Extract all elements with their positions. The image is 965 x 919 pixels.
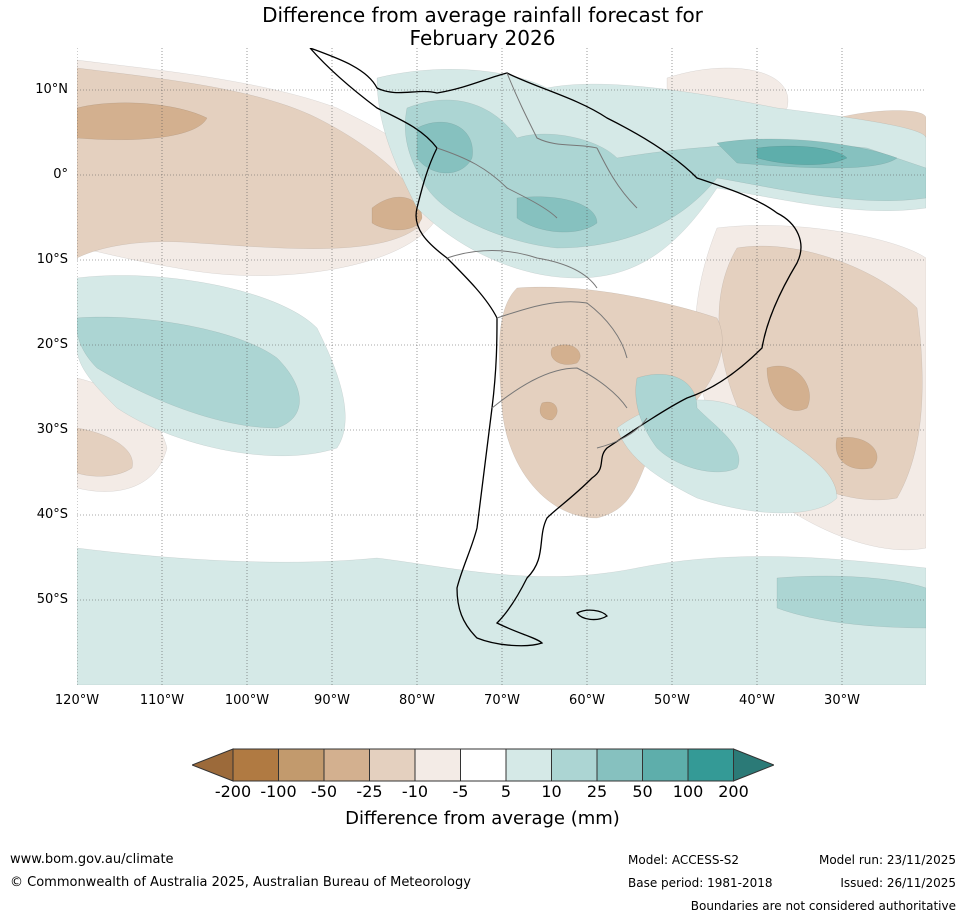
lon-label-30w: 30°W	[824, 693, 860, 708]
colorbar-bin	[369, 748, 416, 782]
colorbar-tick-label: -100	[260, 782, 297, 801]
map-title: Difference from average rainfall forecas…	[0, 4, 965, 50]
lon-label-120w: 120°W	[54, 693, 100, 708]
model-name: Model: ACCESS-S2	[628, 853, 740, 867]
colorbar-bin	[232, 748, 279, 782]
dry-strong-region	[371, 197, 423, 231]
base-period: Base period: 1981-2018	[628, 876, 773, 890]
rainfall-anomaly-map	[77, 48, 926, 685]
boundary-line	[596, 147, 638, 209]
colorbar-arrow-high	[733, 748, 774, 782]
lon-label-60w: 60°W	[569, 693, 605, 708]
country-boundaries	[436, 72, 648, 449]
lat-label-10s: 10°S	[36, 252, 68, 267]
bom-url-link[interactable]: www.bom.gov.au/climate	[10, 852, 174, 867]
copyright-notice: © Commonwealth of Australia 2025, Austra…	[10, 875, 471, 890]
colorbar-bin	[505, 748, 552, 782]
lon-label-70w: 70°W	[484, 693, 520, 708]
dry-strong-region	[766, 365, 878, 470]
boundary-line	[506, 72, 598, 149]
colorbar-bin	[642, 748, 689, 782]
colorbar-bin	[414, 748, 461, 782]
colorbar-tick-label: 10	[541, 782, 562, 801]
colorbar-bin	[687, 748, 734, 782]
wet-heavy-region	[756, 145, 848, 165]
lat-label-30s: 30°S	[36, 422, 68, 437]
lat-label-20s: 20°S	[36, 337, 68, 352]
dry-mid-region	[77, 427, 133, 477]
colorbar-tick-label: -5	[452, 782, 469, 801]
falkland-islands	[576, 609, 608, 621]
lon-label-50w: 50°W	[654, 693, 690, 708]
boundary-line	[496, 301, 628, 359]
dry-strong-region	[77, 102, 208, 141]
wet-anomaly-layer	[77, 69, 926, 685]
wet-mid-region	[635, 374, 740, 473]
colorbar-bin	[323, 748, 370, 782]
colorbar-tick-label: -10	[401, 782, 429, 801]
lat-label-0: 0°	[53, 167, 68, 182]
colorbar-tick-label: 200	[718, 782, 749, 801]
boundary-line	[436, 147, 558, 219]
boundaries-disclaimer: Boundaries are not considered authoritat…	[690, 899, 956, 913]
wet-mid-region	[77, 316, 300, 429]
colorbar-bin	[551, 748, 598, 782]
colorbar-tick-label: 50	[632, 782, 653, 801]
lon-label-40w: 40°W	[739, 693, 775, 708]
south-america-coastline	[309, 48, 802, 647]
colorbar-tick-label: 5	[500, 782, 512, 801]
wet-mid-region	[776, 575, 926, 629]
lat-label-40s: 40°S	[36, 507, 68, 522]
boundary-line	[446, 250, 598, 289]
map-canvas	[77, 48, 926, 685]
lat-label-50s: 50°S	[36, 592, 68, 607]
colorbar-bin	[278, 748, 325, 782]
colorbar-tick-label: 100	[672, 782, 704, 801]
lon-label-80w: 80°W	[399, 693, 435, 708]
colorbar	[192, 748, 774, 782]
lon-label-110w: 110°W	[139, 693, 185, 708]
boundary-line	[491, 367, 628, 409]
model-run-date: Model run: 23/11/2025	[818, 853, 956, 867]
colorbar-bin	[460, 748, 507, 782]
dry-strong-region	[539, 344, 581, 421]
lon-label-100w: 100°W	[224, 693, 270, 708]
colorbar-tick-label: -50	[310, 782, 338, 801]
issued-date: Issued: 26/11/2025	[840, 876, 956, 890]
wet-light-region	[77, 547, 926, 685]
graticule	[77, 48, 926, 685]
lat-label-10n: 10°N	[35, 82, 68, 97]
colorbar-tick-label: -25	[356, 782, 383, 801]
boundary-line	[596, 417, 648, 449]
title-line-2: February 2026	[409, 26, 556, 50]
colorbar-bin	[596, 748, 643, 782]
colorbar-tick-label: 25	[586, 782, 608, 801]
colorbar-arrow-low	[192, 748, 234, 782]
colorbar-tick-label: -200	[214, 782, 252, 801]
colorbar-title: Difference from average (mm)	[345, 808, 620, 829]
lon-label-90w: 90°W	[314, 693, 350, 708]
title-line-1: Difference from average rainfall forecas…	[262, 3, 703, 27]
